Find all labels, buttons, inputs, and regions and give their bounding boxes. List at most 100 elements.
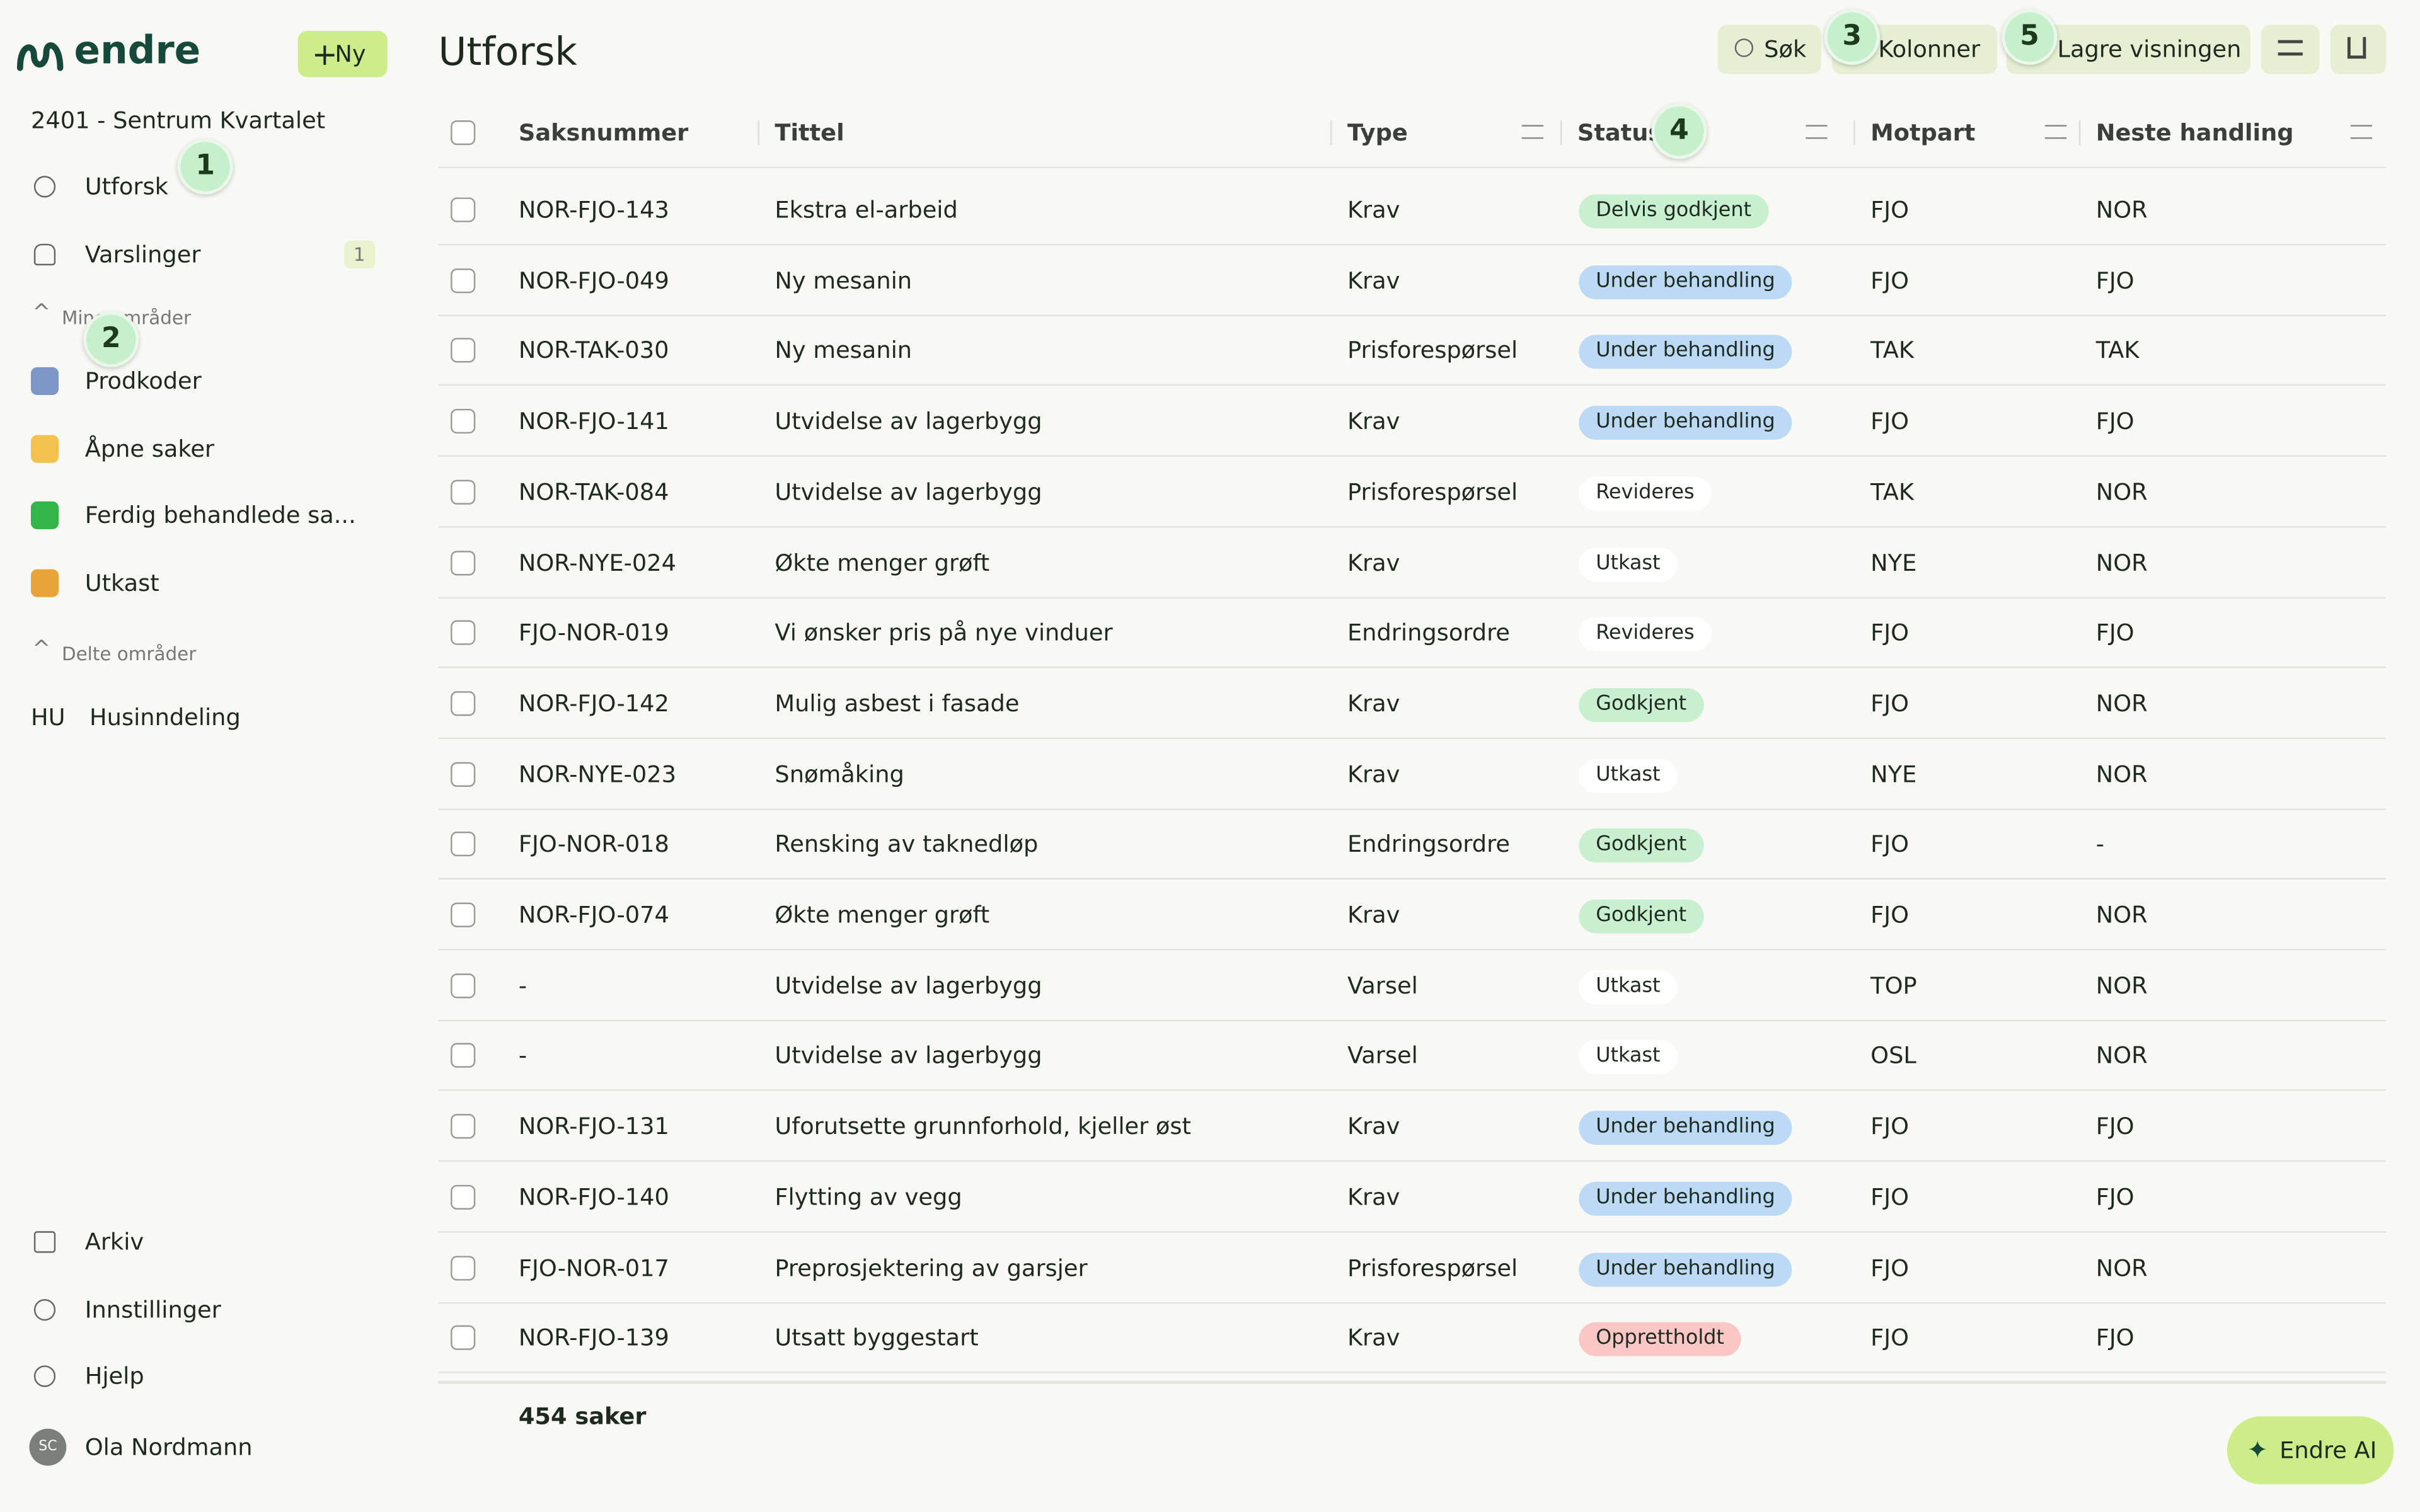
area-item[interactable]: Prodkoder xyxy=(84,367,202,395)
download-button[interactable] xyxy=(2330,25,2387,74)
row-checkbox[interactable] xyxy=(451,550,476,575)
table-row[interactable] xyxy=(439,176,2387,244)
status-pill: Revideres xyxy=(1579,617,1712,651)
page-title: Utforsk xyxy=(438,29,577,74)
column-header[interactable]: Tittel xyxy=(775,118,844,147)
table-row[interactable] xyxy=(439,1163,2387,1231)
row-checkbox[interactable] xyxy=(451,1184,476,1210)
cell: NOR xyxy=(2095,196,2148,224)
cell: Krav xyxy=(1347,1324,1400,1352)
cell: FJO xyxy=(2095,1112,2135,1141)
cell: Krav xyxy=(1347,1183,1400,1211)
area-item[interactable]: Husinndeling xyxy=(89,703,241,731)
row-checkbox[interactable] xyxy=(451,902,476,927)
row-line xyxy=(438,1301,2387,1303)
nav-item[interactable]: Varslinger xyxy=(84,241,201,269)
row-checkbox[interactable] xyxy=(451,409,476,434)
filter-button[interactable] xyxy=(2261,25,2320,74)
area-item[interactable]: Ferdig behandlede sa... xyxy=(84,501,356,530)
status-pill: Under behandling xyxy=(1579,406,1792,440)
table-row[interactable] xyxy=(439,387,2387,455)
cell: NOR-TAK-084 xyxy=(518,478,669,506)
header-line xyxy=(438,166,2387,168)
area-item[interactable]: Åpne saker xyxy=(84,434,215,462)
cell: Krav xyxy=(1347,689,1400,718)
column-header[interactable]: Saksnummer xyxy=(518,118,689,147)
row-checkbox[interactable] xyxy=(451,973,476,998)
cell: NOR-FJO-139 xyxy=(518,1324,669,1352)
bottom-icon xyxy=(33,1298,56,1320)
cell: Krav xyxy=(1347,1112,1400,1141)
user-name[interactable]: Ola Nordmann xyxy=(84,1433,253,1462)
cell: FJO xyxy=(1870,689,1910,718)
row-checkbox[interactable] xyxy=(451,690,476,716)
cell: FJO-NOR-018 xyxy=(518,830,669,859)
row-checkbox[interactable] xyxy=(451,1043,476,1068)
row-checkbox[interactable] xyxy=(451,1255,476,1280)
row-line xyxy=(438,1019,2387,1021)
status-pill: Godkjent xyxy=(1579,828,1704,863)
row-checkbox[interactable] xyxy=(451,197,476,222)
cell: Utvidelse av lagerbygg xyxy=(775,407,1042,435)
header-checkbox[interactable] xyxy=(451,120,476,146)
row-checkbox[interactable] xyxy=(451,761,476,786)
cell: FJO xyxy=(1870,407,1910,435)
button-label: Søk xyxy=(1764,35,1807,64)
table-row[interactable] xyxy=(439,740,2387,808)
cell: NOR xyxy=(2095,478,2148,506)
table-row[interactable] xyxy=(439,881,2387,949)
row-checkbox[interactable] xyxy=(451,1114,476,1139)
nav-item[interactable]: Utforsk xyxy=(84,173,168,201)
status-pill: Utkast xyxy=(1579,547,1678,581)
bottom-item[interactable]: Hjelp xyxy=(84,1362,144,1390)
table-row[interactable] xyxy=(439,1304,2387,1372)
table-row[interactable] xyxy=(439,529,2387,597)
cell: Ny mesanin xyxy=(775,336,913,365)
bottom-item[interactable]: Innstillinger xyxy=(84,1295,221,1324)
area-icon xyxy=(30,568,59,597)
status-pill: Utkast xyxy=(1579,1040,1678,1075)
cell: Utvidelse av lagerbygg xyxy=(775,971,1042,1000)
sidebar-edge xyxy=(417,0,418,1512)
status-pill: Delvis godkjent xyxy=(1579,194,1768,229)
table-bottom xyxy=(438,1380,2387,1384)
cell: Krav xyxy=(1347,901,1400,929)
table-row[interactable] xyxy=(439,1092,2387,1160)
table-row[interactable] xyxy=(439,670,2387,738)
column-header[interactable]: Type xyxy=(1347,118,1408,147)
cell: FJO xyxy=(1870,619,1910,647)
bottom-icon xyxy=(33,1231,56,1253)
cell: Prisforespørsel xyxy=(1347,336,1518,365)
cell: FJO xyxy=(1870,1324,1910,1352)
ai-button[interactable]: Endre AI xyxy=(2227,1416,2394,1484)
cell: Ny mesanin xyxy=(775,266,913,294)
new-button[interactable]: Ny xyxy=(297,30,388,77)
row-checkbox[interactable] xyxy=(451,268,476,293)
nav-badge: 1 xyxy=(344,241,375,269)
bottom-item[interactable]: Arkiv xyxy=(84,1228,144,1256)
cell: Varsel xyxy=(1347,971,1418,1000)
table-row[interactable] xyxy=(439,246,2387,314)
row-line xyxy=(438,878,2387,880)
cell: NOR-FJO-131 xyxy=(518,1112,669,1141)
row-checkbox[interactable] xyxy=(451,1326,476,1351)
cell: Krav xyxy=(1347,266,1400,294)
cell: FJO xyxy=(1870,196,1910,224)
cell: NOR-FJO-143 xyxy=(518,196,669,224)
row-checkbox[interactable] xyxy=(451,338,476,364)
row-checkbox[interactable] xyxy=(451,620,476,646)
nav-icon xyxy=(33,176,56,198)
status-pill: Opprettholdt xyxy=(1579,1322,1741,1357)
filter-icon xyxy=(2278,40,2303,56)
cell: - xyxy=(2095,830,2104,859)
column-header[interactable]: Motpart xyxy=(1870,118,1976,147)
row-checkbox[interactable] xyxy=(451,832,476,857)
area-item[interactable]: Utkast xyxy=(84,568,159,597)
row-line xyxy=(438,949,2387,951)
column-header[interactable]: Neste handling xyxy=(2095,118,2294,147)
column-header[interactable]: Status xyxy=(1577,118,1662,147)
cell: Vi ønsker pris på nye vinduer xyxy=(775,619,1113,647)
row-line xyxy=(438,1160,2387,1162)
chevron: ^ xyxy=(32,637,51,662)
row-checkbox[interactable] xyxy=(451,479,476,505)
